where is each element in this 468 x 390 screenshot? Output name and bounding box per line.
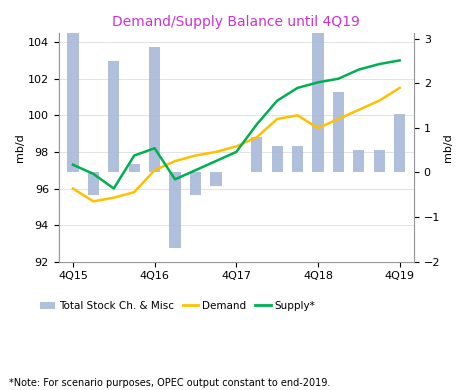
Demand (90, 199, 96, 204)
Demand (172, 159, 178, 163)
Bar (373, 150, 385, 172)
Bar (190, 172, 201, 195)
Bar (129, 163, 140, 172)
Bar (88, 172, 99, 195)
Bar (292, 145, 303, 172)
Demand (234, 144, 239, 149)
Y-axis label: mb/d: mb/d (443, 133, 453, 162)
Line: Demand: Demand (73, 88, 400, 201)
Supply* (70, 162, 76, 167)
Demand (132, 190, 137, 195)
Supply* (172, 177, 178, 182)
Supply* (213, 159, 219, 163)
Bar (67, 16, 79, 172)
Line: Supply*: Supply* (73, 60, 400, 188)
Bar (108, 61, 119, 172)
Supply* (376, 62, 382, 66)
Title: Demand/Supply Balance until 4Q19: Demand/Supply Balance until 4Q19 (112, 15, 360, 29)
Legend: Total Stock Ch. & Misc, Demand, Supply*: Total Stock Ch. & Misc, Demand, Supply* (36, 297, 320, 315)
Supply* (111, 186, 117, 191)
Demand (152, 168, 157, 172)
Demand (376, 98, 382, 103)
Demand (295, 113, 300, 118)
Bar (353, 150, 365, 172)
Demand (213, 150, 219, 154)
Bar (149, 48, 160, 172)
Supply* (152, 146, 157, 151)
Demand (254, 135, 260, 140)
Supply* (356, 67, 362, 72)
Bar (169, 172, 181, 248)
Bar (333, 92, 344, 172)
Demand (111, 195, 117, 200)
Demand (193, 153, 198, 158)
Bar (271, 145, 283, 172)
Supply* (315, 80, 321, 85)
Demand (315, 126, 321, 130)
Bar (210, 172, 221, 186)
Bar (394, 114, 405, 172)
Text: *Note: For scenario purposes, OPEC output constant to end-2019.: *Note: For scenario purposes, OPEC outpu… (9, 378, 331, 388)
Bar (313, 16, 324, 172)
Supply* (397, 58, 402, 63)
Supply* (336, 76, 341, 81)
Demand (70, 186, 76, 191)
Supply* (193, 168, 198, 172)
Supply* (274, 98, 280, 103)
Supply* (90, 172, 96, 176)
Demand (274, 117, 280, 121)
Supply* (234, 150, 239, 154)
Demand (397, 85, 402, 90)
Demand (336, 117, 341, 121)
Supply* (254, 122, 260, 127)
Supply* (295, 85, 300, 90)
Y-axis label: mb/d: mb/d (15, 133, 25, 162)
Demand (356, 108, 362, 112)
Bar (251, 137, 263, 172)
Supply* (132, 153, 137, 158)
